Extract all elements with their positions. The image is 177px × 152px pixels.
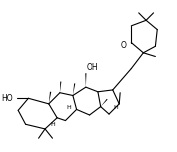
- Polygon shape: [73, 83, 75, 95]
- Text: OH: OH: [87, 63, 98, 72]
- Text: HO: HO: [1, 94, 13, 103]
- Polygon shape: [85, 73, 86, 87]
- Text: H: H: [50, 122, 55, 127]
- Polygon shape: [49, 92, 51, 104]
- Polygon shape: [101, 99, 108, 107]
- Text: H: H: [113, 105, 118, 110]
- Text: H: H: [67, 105, 72, 110]
- Text: O: O: [121, 41, 127, 50]
- Polygon shape: [60, 81, 61, 93]
